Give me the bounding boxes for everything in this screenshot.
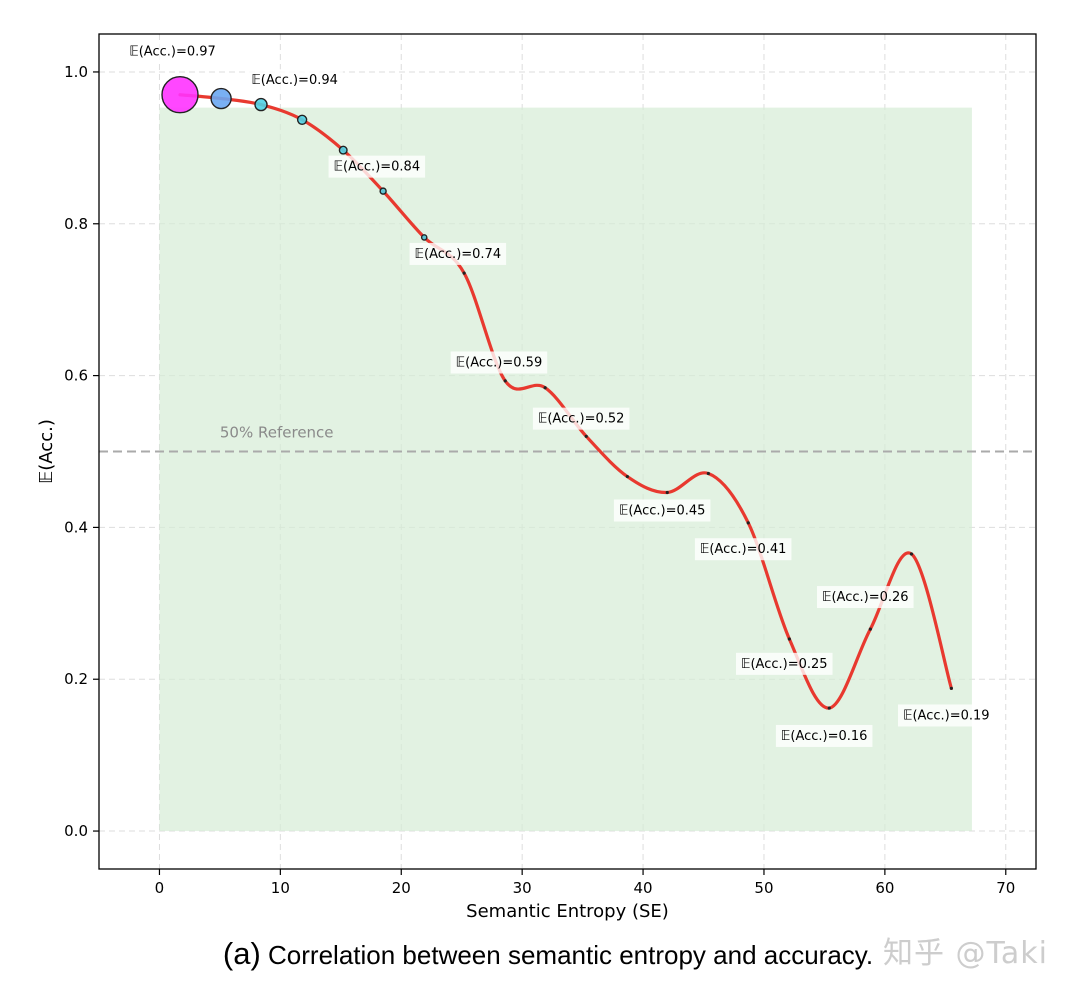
annotation-box [328,155,426,178]
curve-point [503,379,507,383]
annotation-label: 𝔼(Acc.)=0.84 [334,160,421,175]
caption-label: (a) [222,936,261,971]
y-tick-label: 0.8 [64,215,88,233]
data-annotation: 𝔼(Acc.)=0.74 [409,242,507,265]
data-annotation: 𝔼(Acc.)=0.16 [775,724,873,747]
point-marker [338,145,348,155]
annotation-box [246,69,343,92]
point-marker [420,234,428,241]
y-tick-label: 0.6 [64,367,88,385]
data-annotation: 𝔼(Acc.)=0.84 [328,155,426,178]
y-tick-label: 0.2 [64,670,88,688]
x-tick-label: 30 [513,879,532,897]
curve-point [584,434,588,438]
y-tick-label: 0.0 [64,822,88,840]
curve-point [462,271,466,275]
curve-point [746,521,750,525]
curve-point [909,552,914,556]
point-marker [161,76,199,114]
annotations: 𝔼(Acc.)=0.97 𝔼(Acc.)=0.94 𝔼(Acc.)=0.84 𝔼(Ac… [124,40,995,747]
annotation-box [409,242,507,265]
x-tick-label: 70 [996,879,1015,897]
x-tick-label: 20 [392,879,411,897]
point-marker [379,187,387,195]
annotation-label: 𝔼(Acc.)=0.74 [415,247,502,262]
figure-caption: (a) Correlation between semantic entropy… [0,936,1076,972]
y-tick-label: 0.4 [64,518,88,536]
data-annotation: 𝔼(Acc.)=0.59 [450,351,548,374]
annotation-box [694,538,792,561]
annotation-label: 𝔼(Acc.)=0.52 [538,412,625,427]
annotation-label: 𝔼(Acc.)=0.94 [251,73,338,88]
annotation-box [613,499,711,522]
x-tick-label: 50 [754,879,773,897]
annotation-label: 𝔼(Acc.)=0.16 [781,729,868,744]
annotation-label: 𝔼(Acc.)=0.45 [619,504,706,519]
data-annotation: 𝔼(Acc.)=0.26 [817,586,914,609]
curve-point [543,386,547,390]
annotation-box [898,704,995,727]
point-marker [254,97,268,112]
y-tick-label: 1.0 [64,63,88,81]
annotation-box [775,724,873,747]
annotation-box [532,407,630,430]
annotation-box [450,351,548,374]
annotation-label: 𝔼(Acc.)=0.26 [822,590,909,605]
curve-point [706,471,710,476]
annotation-label: 𝔼(Acc.)=0.97 [129,44,216,59]
annotation-label: 𝔼(Acc.)=0.25 [741,657,828,672]
curve-point [625,474,629,479]
x-axis-label: Semantic Entropy (SE) [466,901,669,922]
annotation-box [124,40,221,63]
y-axis-label: 𝔼(Acc.) [36,419,57,484]
annotation-label: 𝔼(Acc.)=0.19 [903,708,990,723]
x-tick-label: 0 [155,879,165,897]
curve-point [868,627,872,631]
annotation-box [817,586,914,609]
data-annotation: 𝔼(Acc.)=0.52 [532,407,630,430]
annotation-label: 𝔼(Acc.)=0.41 [700,542,787,557]
chart: 50% Reference 𝔼(Acc.)=0.97𝔼(Acc.)=0.94𝔼(… [36,33,1037,922]
shaded-region [159,107,972,832]
axis-ticks: 0 10 20 30 40 50 60 70 0.0 0.2 0.4 0.6 0.8 1.0 [64,63,1015,897]
data-annotation: 𝔼(Acc.)=0.41 [694,538,792,561]
reference-label: 50% Reference [220,424,334,442]
plot-frame [98,33,1037,870]
data-annotation: 𝔼(Acc.)=0.25 [735,652,833,675]
curve-point [949,686,953,690]
point-marker [210,87,232,110]
caption-text: Correlation between semantic entropy and… [268,940,874,970]
x-tick-label: 60 [875,879,894,897]
x-tick-label: 40 [634,879,653,897]
data-annotation: 𝔼(Acc.)=0.94 [246,69,343,92]
watermark: 知乎 @Taki [883,936,1048,971]
curve-point [787,637,791,641]
curve-point [827,706,831,710]
curve-point [665,490,669,495]
x-tick-label: 10 [271,879,290,897]
annotation-box [735,652,833,675]
annotation-label: 𝔼(Acc.)=0.59 [456,355,543,370]
point-marker [296,114,308,125]
data-annotation: 𝔼(Acc.)=0.19 [898,704,995,727]
point-markers [161,76,953,710]
data-annotation: 𝔼(Acc.)=0.45 [613,499,711,522]
data-annotation: 𝔼(Acc.)=0.97 [124,40,221,63]
